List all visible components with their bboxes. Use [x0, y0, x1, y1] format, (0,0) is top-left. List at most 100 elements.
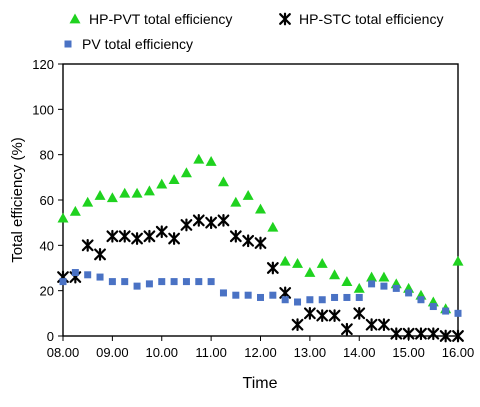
data-point: [417, 296, 425, 304]
data-point: [155, 225, 168, 239]
legend-marker: [69, 13, 81, 24]
data-point: [133, 282, 141, 290]
data-point: [168, 232, 180, 245]
data-point: [318, 296, 326, 304]
y-tick-label: 40: [40, 238, 54, 253]
data-point: [205, 155, 217, 166]
data-point: [106, 192, 118, 203]
data-point: [229, 229, 242, 243]
data-point: [353, 306, 366, 320]
legend-label: PV total efficiency: [82, 36, 193, 52]
data-point: [267, 221, 279, 232]
data-point: [365, 318, 378, 332]
x-axis: 08.00 09.00 10.00 11.00 12.00 13.00 14.00 15.00…: [47, 336, 474, 360]
data-point: [304, 267, 316, 277]
legend-label: HP-STC total efficiency: [299, 11, 443, 27]
x-tick-label: 11.00: [195, 345, 227, 360]
data-point: [81, 238, 94, 252]
data-point: [59, 278, 67, 286]
data-point: [329, 269, 341, 280]
x-tick-label: 15.00: [392, 345, 425, 360]
data-point: [158, 278, 166, 286]
series-2: [59, 269, 462, 317]
data-point: [195, 278, 203, 286]
data-point: [131, 232, 143, 245]
legend-item: HP-STC total efficiency: [279, 11, 443, 27]
legend-item: PV total efficiency: [64, 36, 193, 52]
data-point: [182, 278, 190, 286]
x-tick-label: 08.00: [47, 345, 80, 360]
y-axis: 0 20 40 60 80 100 120: [32, 57, 63, 344]
data-point: [106, 229, 119, 243]
data-point: [71, 269, 79, 277]
data-point: [439, 329, 452, 343]
x-tick-label: 12.00: [244, 345, 277, 360]
x-tick-label: 10.00: [145, 345, 178, 360]
data-point: [292, 257, 304, 268]
legend-marker: [279, 12, 291, 26]
data-point: [118, 229, 131, 243]
legend: HP-PVT total efficiency HP-STC total effi…: [64, 11, 443, 52]
data-point: [180, 167, 192, 178]
data-point: [192, 214, 205, 227]
data-point: [96, 273, 104, 281]
y-tick-label: 20: [40, 284, 54, 299]
data-point: [294, 298, 302, 306]
data-point: [131, 187, 143, 198]
data-point: [108, 278, 116, 286]
data-point: [168, 174, 180, 184]
series-0: [57, 153, 464, 314]
data-point: [442, 307, 450, 315]
data-point: [341, 322, 353, 336]
y-axis-title: Total efficiency (%): [9, 137, 26, 263]
data-point: [366, 271, 378, 282]
data-point: [343, 293, 351, 301]
data-point: [255, 203, 266, 214]
data-point: [254, 236, 267, 250]
data-point: [316, 257, 328, 268]
data-point: [402, 327, 415, 341]
data-point: [119, 187, 131, 198]
data-point: [94, 248, 106, 261]
data-point: [378, 271, 390, 282]
data-point: [303, 306, 316, 320]
data-point: [392, 284, 400, 292]
data-point: [427, 327, 440, 341]
data-point: [244, 291, 252, 299]
data-point: [230, 196, 242, 207]
data-point: [242, 189, 254, 200]
data-point: [232, 291, 240, 299]
data-point: [217, 214, 230, 227]
data-point: [143, 229, 156, 243]
data-point: [94, 189, 106, 200]
data-point: [207, 278, 215, 286]
legend-item: HP-PVT total efficiency: [69, 11, 232, 27]
data-point: [341, 276, 353, 286]
data-point: [257, 293, 264, 301]
data-point: [180, 218, 193, 232]
data-point: [454, 309, 462, 317]
data-point: [242, 234, 255, 248]
data-point: [156, 178, 168, 189]
axes: 0 20 40 60 80 100 120 08.00 09.00 10.00 11.00 12.0…: [9, 57, 474, 392]
data-point: [328, 309, 341, 322]
data-point: [219, 289, 227, 297]
data-point: [145, 280, 153, 288]
data-point: [390, 327, 403, 341]
data-point: [269, 291, 277, 299]
data-point: [429, 303, 437, 311]
data-point: [121, 278, 129, 286]
data-point: [405, 289, 413, 297]
data-point: [279, 255, 291, 266]
x-axis-title: Time: [243, 375, 278, 392]
x-tick-label: 13.00: [294, 345, 327, 360]
y-tick-label: 120: [32, 57, 54, 72]
data-point: [378, 318, 390, 332]
data-point: [291, 318, 304, 332]
y-tick-label: 0: [47, 329, 54, 344]
data-point: [368, 280, 376, 288]
data-point: [452, 255, 464, 266]
plot-area: [57, 153, 464, 343]
